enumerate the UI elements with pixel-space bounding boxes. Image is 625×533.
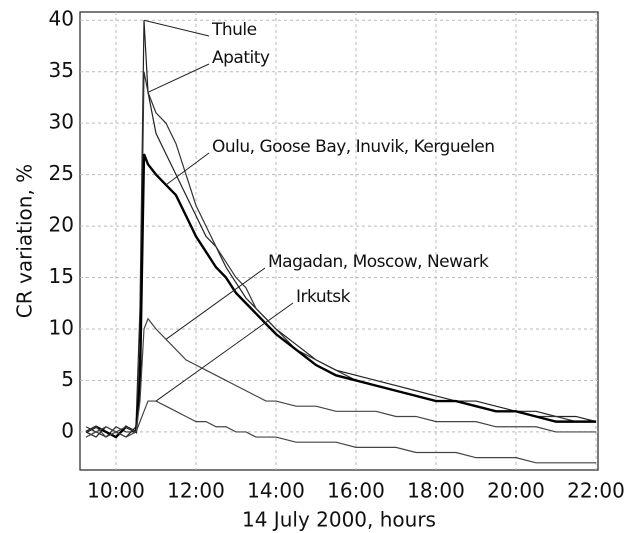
y-tick-label: 20	[49, 213, 74, 237]
series-label: Magadan, Moscow, Newark	[268, 252, 489, 272]
leader-line	[143, 19, 210, 37]
y-tick-label: 40	[49, 7, 74, 31]
y-axis-title: CR variation, %	[13, 164, 37, 318]
leader-line	[147, 63, 210, 93]
series-label: Apatity	[212, 48, 270, 68]
leader-line	[165, 152, 210, 186]
series-label: Oulu, Goose Bay, Inuvik, Kerguelen	[212, 137, 495, 157]
y-tick-label: 0	[61, 418, 74, 442]
y-tick-label: 15	[49, 264, 74, 288]
leader-line	[155, 302, 294, 402]
series-line	[85, 153, 596, 439]
x-tick-label: 10:00	[87, 479, 145, 503]
series-line	[85, 20, 597, 438]
y-tick-label: 25	[49, 161, 74, 185]
x-tick-label: 18:00	[407, 479, 465, 503]
leader-line	[165, 267, 266, 340]
y-tick-label: 35	[49, 58, 74, 82]
series-label: Irkutsk	[296, 287, 351, 307]
x-tick-label: 12:00	[167, 479, 225, 503]
series-line	[85, 317, 596, 438]
x-tick-label: 20:00	[487, 479, 545, 503]
y-tick-label: 30	[49, 110, 74, 134]
y-tick-label: 5	[61, 367, 74, 391]
y-tick-label: 10	[49, 315, 74, 339]
x-tick-label: 14:00	[247, 479, 305, 503]
x-tick-label: 16:00	[327, 479, 385, 503]
series-label: Thule	[211, 20, 257, 40]
x-tick-label: 22:00	[567, 479, 625, 503]
x-axis-title: 14 July 2000, hours	[242, 508, 436, 532]
series-line	[85, 400, 596, 464]
plot-frame	[79, 11, 599, 471]
